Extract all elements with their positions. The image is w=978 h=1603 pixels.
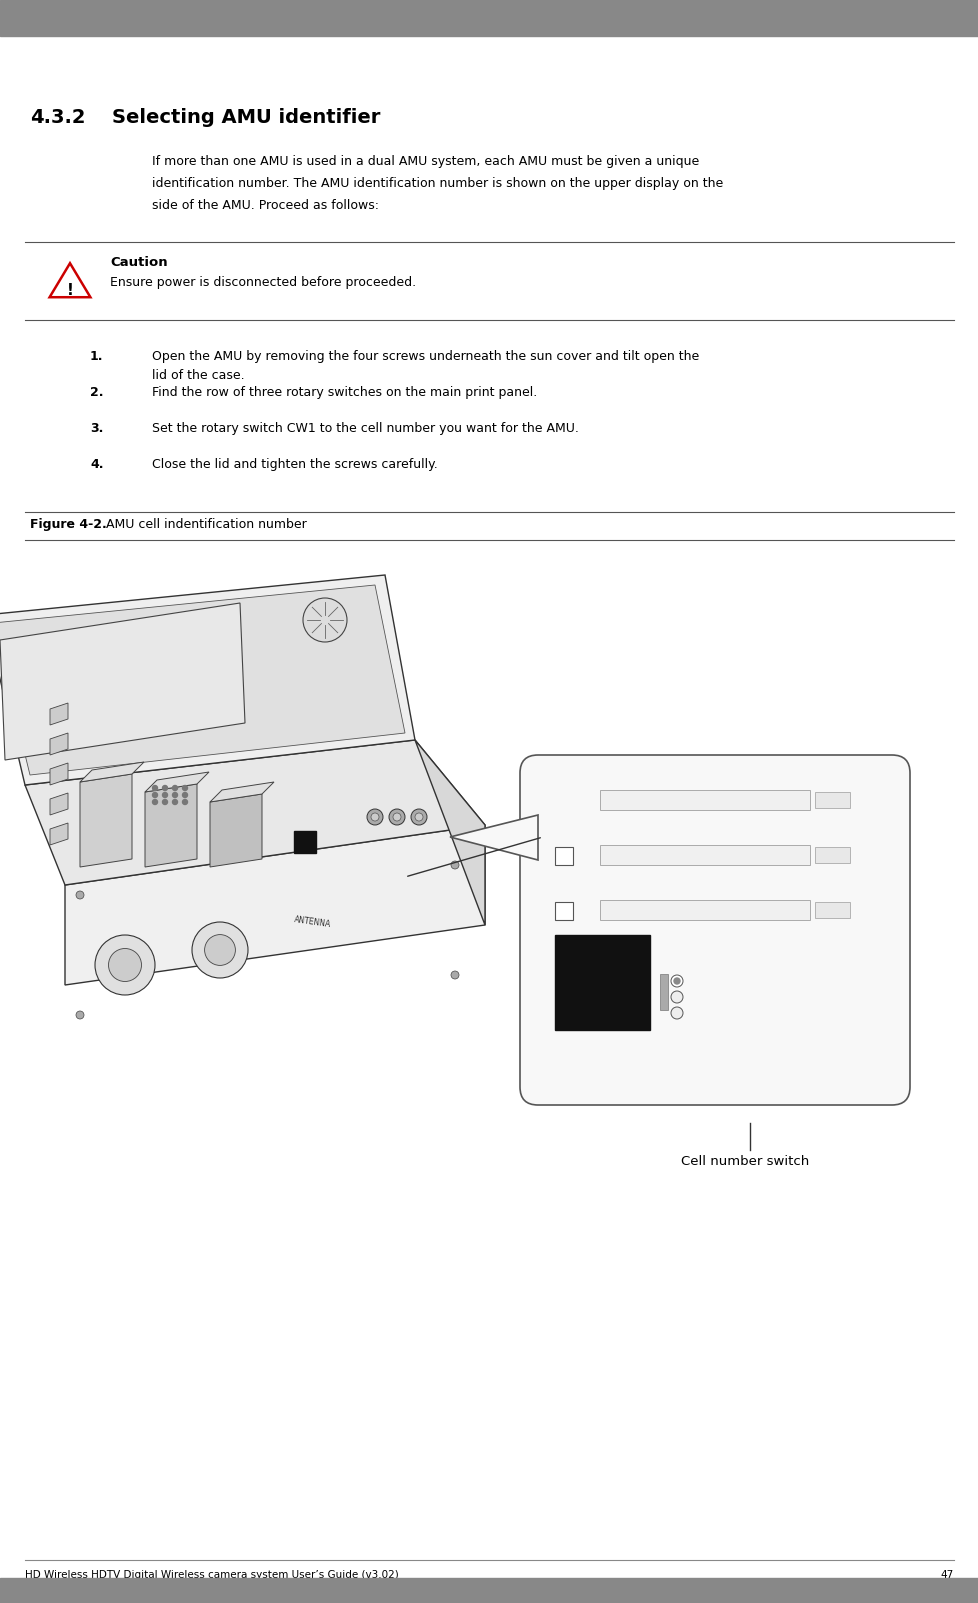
Circle shape bbox=[162, 792, 167, 798]
Text: Chapter 4 - Setting up: Chapter 4 - Setting up bbox=[804, 11, 960, 24]
Polygon shape bbox=[80, 774, 132, 867]
Circle shape bbox=[673, 978, 680, 984]
Text: AMU cell indentification number: AMU cell indentification number bbox=[98, 518, 306, 531]
Bar bbox=[600, 899, 809, 920]
Polygon shape bbox=[0, 575, 415, 785]
Polygon shape bbox=[25, 741, 484, 885]
Text: 3.: 3. bbox=[90, 422, 104, 434]
Bar bbox=[814, 792, 849, 808]
Polygon shape bbox=[415, 741, 484, 925]
Text: side of the AMU. Proceed as follows:: side of the AMU. Proceed as follows: bbox=[152, 199, 378, 212]
Circle shape bbox=[172, 800, 177, 805]
Circle shape bbox=[153, 785, 157, 790]
Text: Open the AMU by removing the four screws underneath the sun cover and tilt open : Open the AMU by removing the four screws… bbox=[152, 349, 698, 362]
Bar bbox=[600, 790, 809, 810]
Circle shape bbox=[451, 971, 459, 979]
Text: CELL: CELL bbox=[685, 951, 705, 959]
Bar bbox=[0, 555, 978, 1104]
Circle shape bbox=[204, 935, 235, 965]
Polygon shape bbox=[80, 761, 144, 782]
Polygon shape bbox=[50, 822, 67, 845]
Text: Find the row of three rotary switches on the main print panel.: Find the row of three rotary switches on… bbox=[152, 386, 537, 399]
Text: NUMBER: NUMBER bbox=[685, 962, 721, 970]
Text: Caution: Caution bbox=[110, 256, 167, 269]
Circle shape bbox=[153, 792, 157, 798]
Circle shape bbox=[192, 922, 247, 978]
Polygon shape bbox=[0, 585, 405, 774]
Circle shape bbox=[670, 975, 683, 987]
Polygon shape bbox=[50, 793, 67, 814]
Text: Ensure power is disconnected before proceeded.: Ensure power is disconnected before proc… bbox=[110, 276, 416, 289]
Bar bbox=[600, 845, 809, 866]
Circle shape bbox=[371, 813, 378, 821]
Polygon shape bbox=[0, 603, 244, 760]
FancyBboxPatch shape bbox=[519, 755, 910, 1104]
Circle shape bbox=[172, 792, 177, 798]
Circle shape bbox=[109, 949, 142, 981]
Polygon shape bbox=[50, 263, 90, 297]
Bar bbox=[0, 1577, 978, 1603]
Circle shape bbox=[415, 813, 422, 821]
Polygon shape bbox=[50, 733, 67, 755]
Text: CW3: CW3 bbox=[688, 1008, 708, 1016]
Circle shape bbox=[95, 935, 155, 995]
Bar bbox=[814, 902, 849, 919]
Bar bbox=[555, 902, 572, 920]
Bar bbox=[0, 0, 978, 35]
Text: If more than one AMU is used in a dual AMU system, each AMU must be given a uniq: If more than one AMU is used in a dual A… bbox=[152, 155, 698, 168]
Circle shape bbox=[162, 785, 167, 790]
Text: 1.: 1. bbox=[90, 349, 104, 362]
Circle shape bbox=[182, 800, 188, 805]
Polygon shape bbox=[145, 773, 208, 792]
Circle shape bbox=[76, 1011, 84, 1020]
Bar bbox=[814, 846, 849, 862]
Text: 4.3.2: 4.3.2 bbox=[30, 107, 85, 127]
Polygon shape bbox=[450, 814, 538, 859]
Circle shape bbox=[76, 891, 84, 899]
Text: CW1: CW1 bbox=[688, 976, 708, 984]
Circle shape bbox=[367, 810, 382, 826]
Circle shape bbox=[182, 792, 188, 798]
Text: CW2: CW2 bbox=[688, 992, 708, 1000]
Text: Close the lid and tighten the screws carefully.: Close the lid and tighten the screws car… bbox=[152, 458, 437, 471]
Bar bbox=[555, 935, 649, 1031]
Text: !: ! bbox=[67, 282, 73, 298]
Bar bbox=[293, 830, 316, 853]
Text: 2.: 2. bbox=[90, 386, 104, 399]
Circle shape bbox=[670, 1007, 683, 1020]
Polygon shape bbox=[210, 782, 274, 802]
Text: Set the rotary switch CW1 to the cell number you want for the AMU.: Set the rotary switch CW1 to the cell nu… bbox=[152, 422, 578, 434]
Circle shape bbox=[172, 785, 177, 790]
Polygon shape bbox=[145, 784, 197, 867]
Text: identification number. The AMU identification number is shown on the upper displ: identification number. The AMU identific… bbox=[152, 176, 723, 191]
Circle shape bbox=[182, 785, 188, 790]
Text: Cell number switch: Cell number switch bbox=[680, 1156, 808, 1169]
Circle shape bbox=[670, 991, 683, 1003]
Circle shape bbox=[162, 800, 167, 805]
Bar bbox=[555, 846, 572, 866]
Text: Selecting AMU identifier: Selecting AMU identifier bbox=[111, 107, 380, 127]
Bar bbox=[659, 975, 667, 1010]
Polygon shape bbox=[210, 793, 262, 867]
Circle shape bbox=[392, 813, 401, 821]
Text: 4.: 4. bbox=[90, 458, 104, 471]
Polygon shape bbox=[50, 763, 67, 785]
Polygon shape bbox=[50, 704, 67, 725]
Circle shape bbox=[302, 598, 346, 641]
Circle shape bbox=[411, 810, 426, 826]
Text: Figure 4-2.: Figure 4-2. bbox=[30, 518, 107, 531]
Circle shape bbox=[388, 810, 405, 826]
Circle shape bbox=[451, 861, 459, 869]
Text: 47: 47 bbox=[940, 1569, 953, 1581]
Text: HD Wireless HDTV Digital Wireless camera system User’s Guide (v3.02): HD Wireless HDTV Digital Wireless camera… bbox=[25, 1569, 398, 1581]
Polygon shape bbox=[65, 826, 484, 984]
Text: lid of the case.: lid of the case. bbox=[152, 369, 244, 382]
Circle shape bbox=[153, 800, 157, 805]
Text: ANTENNA: ANTENNA bbox=[293, 915, 332, 930]
